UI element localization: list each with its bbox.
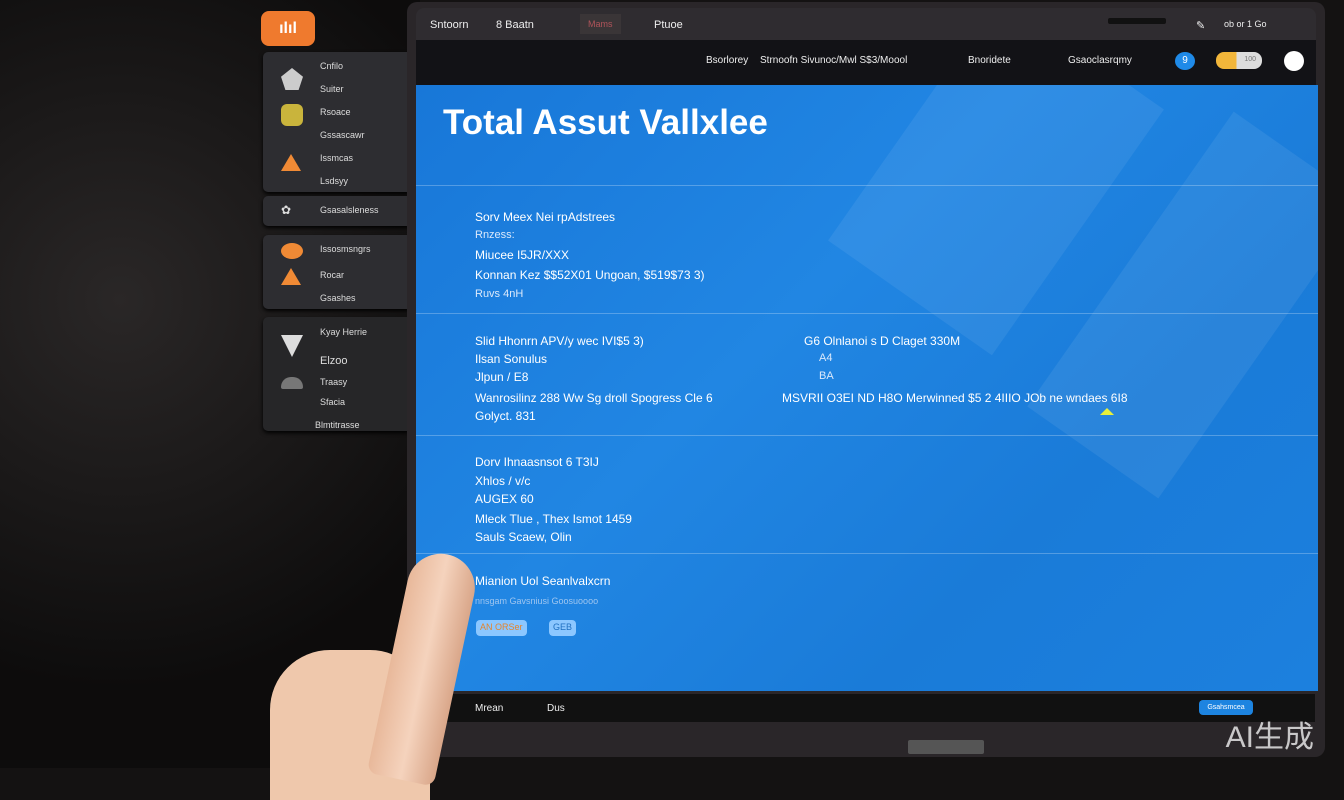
divider	[416, 313, 1318, 314]
watermark: AI生成	[1225, 721, 1314, 754]
warning-icon	[281, 268, 301, 285]
nav-item[interactable]: Bsorlorey	[706, 55, 749, 66]
sidebar-item[interactable]: Lsdsyy	[320, 176, 349, 186]
sidebar-group-2: ✿ Gsasalsleness	[263, 196, 409, 226]
section-subtitle: nnsgam Gavsniusi Goosuoooo	[475, 596, 599, 606]
divider	[416, 553, 1318, 554]
info-line: Golyct. 831	[475, 409, 536, 423]
cursor-icon	[1100, 408, 1114, 415]
tab[interactable]: 8 Baatn	[496, 19, 534, 31]
info-line: Ruvs 4nH	[475, 288, 524, 300]
info-line: Sauls Scaew, Olin	[475, 530, 572, 544]
info-line: A4	[819, 352, 833, 364]
pentagon-icon	[281, 68, 303, 90]
sidebar-item[interactable]: Sfacia	[320, 397, 346, 407]
bottom-bar: Mrean Dus Gsahsmcea	[435, 694, 1315, 722]
sidebar-item[interactable]: Traasy	[320, 377, 348, 387]
info-line: Mleck Tlue , Thex Ismot 1459	[475, 512, 632, 526]
circle-icon	[281, 243, 303, 259]
info-line: Rnzess:	[475, 229, 515, 241]
info-line: Slid Hhonrn APV/y wec IVI$5 3)	[475, 334, 644, 348]
info-line: G6 Olnlanoi s D Claget 330M	[804, 334, 961, 348]
sidebar-item[interactable]: Issosmsngrs	[320, 244, 371, 254]
tab[interactable]: Sntoorn	[430, 19, 469, 31]
info-line: Miucee I5JR/XXX	[475, 248, 570, 262]
search-field[interactable]	[1108, 18, 1166, 24]
sidebar-item[interactable]: Suiter	[320, 84, 344, 94]
toggle-switch[interactable]: 100	[1216, 52, 1262, 69]
monitor-stand	[908, 740, 984, 754]
nav-item[interactable]: Gsaoclasrqmy	[1068, 55, 1132, 66]
nav-item[interactable]: Bnoridete	[968, 55, 1011, 66]
tag[interactable]: AN ORSer	[476, 620, 527, 636]
action-button[interactable]: Gsahsmcea	[1199, 700, 1253, 715]
sidebar-item[interactable]: Gsasalsleness	[320, 205, 379, 215]
page-title: Total Assut Vallxlee	[443, 103, 768, 142]
gamepad-icon: ✿	[281, 203, 292, 217]
tab-active[interactable]: Mams	[580, 14, 621, 34]
info-line: MSVRII O3EI ND H8O Merwinned $5 2 4IIIO …	[782, 391, 1128, 405]
sidebar-item[interactable]: Rocar	[320, 270, 345, 280]
app-icon-button[interactable]: ılıl	[261, 11, 315, 46]
info-line: Xhlos / v/c	[475, 474, 531, 488]
bottom-item[interactable]: Mrean	[475, 703, 504, 714]
sidebar-group-3: Issosmsngrs Rocar Gsashes	[263, 235, 409, 309]
main-content: Total Assut Vallxlee Sorv Meex Nei rpAds…	[416, 85, 1318, 691]
sidebar-item[interactable]: Gssascawr	[320, 130, 365, 140]
info-line: Dorv Ihnaasnsot 6 T3IJ	[475, 455, 599, 469]
sidebar-group-4: Kyay Herrie Elzoo Traasy Sfacia Blmtitra…	[263, 317, 409, 431]
sidebar-item[interactable]: Elzoo	[320, 355, 348, 367]
bottom-item[interactable]: Dus	[547, 703, 565, 714]
sidebar-item[interactable]: Issmcas	[320, 153, 354, 163]
sidebar-group-1: Cnfilo Suiter Rsoace Gssascawr Issmcas L…	[263, 52, 409, 192]
divider	[416, 435, 1318, 436]
sidebar-item[interactable]: Cnfilo	[320, 61, 344, 71]
sidebar-item[interactable]: Kyay Herrie	[320, 327, 368, 337]
badge-icon	[281, 104, 303, 126]
pen-icon[interactable]: ✎	[1196, 20, 1206, 32]
notification-badge[interactable]: 9	[1175, 52, 1195, 70]
triangle-icon	[281, 335, 303, 357]
section-title: Mianion Uol Seanlvalxcrn	[475, 574, 611, 588]
info-line: Ilsan Sonulus	[475, 352, 548, 366]
info-line: BA	[819, 370, 834, 382]
info-line: Wanrosilinz 288 Ww Sg droll Spogress Cle…	[475, 391, 713, 405]
sidebar-item[interactable]: Rsoace	[320, 107, 351, 117]
status-text: ob or 1 Go	[1224, 19, 1267, 29]
warning-icon	[281, 154, 301, 171]
info-line: AUGEX 60	[475, 492, 534, 506]
sidebar-item[interactable]: Blmtitrasse	[315, 420, 360, 430]
nav-item[interactable]: Strnoofn Sivunoc/Mwl S$3/Moool	[760, 55, 908, 66]
tag[interactable]: GEB	[549, 620, 577, 636]
top-bar: Sntoorn 8 Baatn Mams Ptuoe ✎ ob or 1 Go	[416, 8, 1316, 40]
info-line: Konnan Kez $$52X01 Ungoan, $519$73 3)	[475, 268, 705, 282]
nav-bar: Bsorlorey Strnoofn Sivunoc/Mwl S$3/Moool…	[416, 40, 1316, 85]
divider	[416, 185, 1318, 186]
avatar[interactable]	[1284, 51, 1304, 71]
tab[interactable]: Ptuoe	[654, 19, 683, 31]
hat-icon	[281, 377, 303, 389]
info-line: Jlpun / E8	[475, 370, 529, 384]
info-line: Sorv Meex Nei rpAdstrees	[475, 210, 616, 224]
sidebar-item[interactable]: Gsashes	[320, 293, 356, 303]
